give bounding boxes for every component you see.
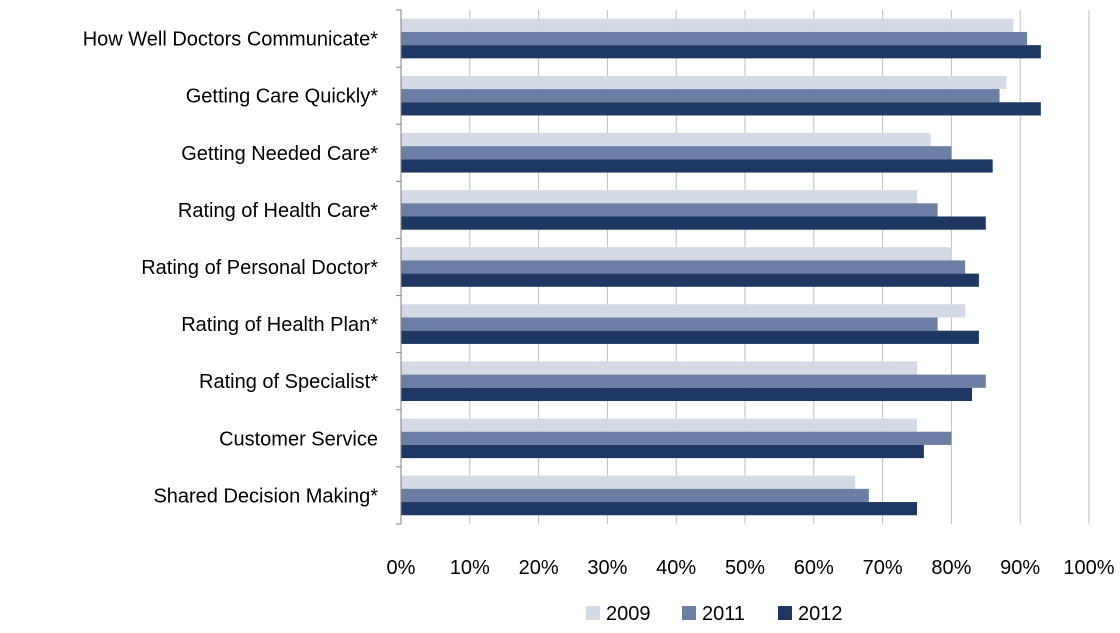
bar-2012: [401, 45, 1041, 59]
bar-2011: [401, 431, 952, 445]
category-label: Getting Needed Care*: [181, 143, 378, 165]
bar-2011: [401, 260, 966, 274]
category-label: Rating of Health Plan*: [181, 314, 378, 336]
category-label: Shared Decision Making*: [153, 485, 378, 507]
bar-2009: [401, 132, 931, 147]
legend: 2009 2011 2012: [586, 603, 843, 625]
legend-label: 2011: [702, 603, 745, 625]
category-label: Rating of Specialist*: [199, 371, 378, 393]
bar-2012: [401, 216, 986, 230]
bar-2012: [401, 273, 979, 287]
x-tick-label: 100%: [1063, 557, 1114, 579]
legend-label: 2012: [798, 603, 843, 625]
bar-2011: [401, 317, 938, 331]
bar-2009: [401, 190, 917, 204]
x-tick-label: 50%: [725, 557, 765, 579]
legend-label: 2009: [606, 603, 651, 625]
bar-2011: [401, 89, 1000, 103]
legend-swatch-2012: [778, 606, 792, 620]
bar-2012: [401, 330, 979, 344]
axes: [396, 9, 402, 525]
bar-2011: [401, 146, 952, 160]
x-tick-labels: 0% 10% 20% 30% 40% 50% 60% 70% 80% 90% 100%: [387, 557, 1115, 579]
bar-2009: [401, 75, 1007, 90]
x-tick-label: 60%: [794, 557, 834, 579]
bars: [401, 18, 1041, 516]
bar-2011: [401, 488, 869, 503]
bar-2012: [401, 102, 1041, 116]
x-tick-label: 10%: [450, 557, 490, 579]
category-label: Rating of Health Care*: [178, 200, 378, 222]
bar-2009: [401, 18, 1014, 32]
bar-2009: [401, 304, 966, 318]
bar-2012: [401, 444, 924, 459]
category-label: How Well Doctors Communicate*: [83, 29, 378, 51]
bar-2009: [401, 418, 917, 432]
bar-2011: [401, 374, 986, 388]
bar-2009: [401, 361, 917, 375]
bar-2012: [401, 502, 917, 516]
category-label: Customer Service: [219, 428, 378, 450]
x-tick-label: 70%: [863, 557, 903, 579]
bar-2009: [401, 475, 856, 489]
x-tick-label: 30%: [587, 557, 627, 579]
x-tick-label: 90%: [1000, 557, 1040, 579]
category-labels: How Well Doctors Communicate* Getting Car…: [83, 29, 378, 508]
legend-swatch-2009: [586, 606, 600, 620]
bar-2012: [401, 387, 973, 402]
x-tick-label: 80%: [931, 557, 971, 579]
x-tick-label: 40%: [656, 557, 696, 579]
bar-2012: [401, 159, 993, 173]
category-label: Getting Care Quickly*: [186, 86, 379, 108]
x-tick-label: 20%: [519, 557, 559, 579]
legend-swatch-2011: [682, 606, 696, 620]
bar-2011: [401, 203, 938, 217]
category-label: Rating of Personal Doctor*: [141, 257, 378, 279]
bar-2009: [401, 247, 952, 261]
bar-2011: [401, 31, 1028, 46]
x-tick-label: 0%: [387, 557, 416, 579]
